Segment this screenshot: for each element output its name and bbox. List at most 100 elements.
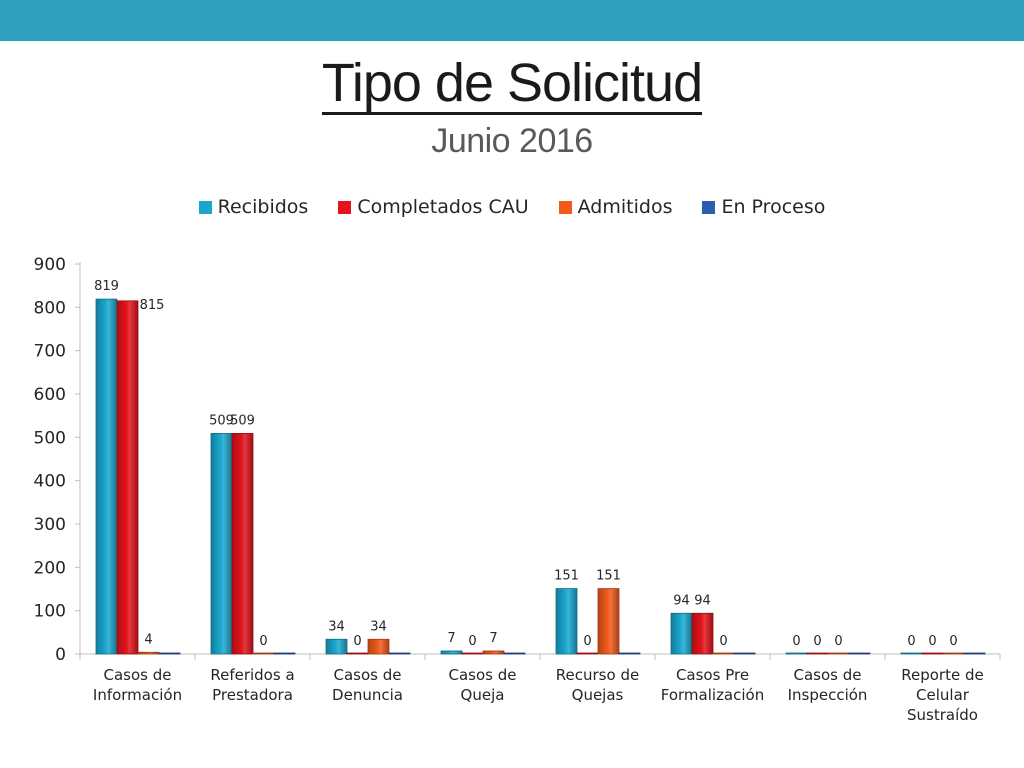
bar bbox=[503, 652, 526, 655]
legend-label: Completados CAU bbox=[357, 196, 529, 218]
y-tick-label: 0 bbox=[55, 645, 66, 665]
data-label: 94 bbox=[694, 593, 711, 608]
bar bbox=[388, 652, 411, 655]
bar bbox=[95, 298, 118, 655]
data-label: 0 bbox=[928, 634, 936, 649]
data-label: 4 bbox=[144, 632, 152, 647]
x-tick-label-line: Casos de bbox=[449, 666, 517, 684]
x-tick-label: Casos de Información bbox=[93, 666, 182, 704]
page-title: Tipo de Solicitud bbox=[0, 50, 1024, 116]
bar bbox=[555, 588, 578, 655]
bar bbox=[670, 612, 693, 655]
bar bbox=[158, 652, 181, 655]
top-color-band bbox=[0, 0, 1024, 41]
data-label: 0 bbox=[353, 634, 361, 649]
x-tick-label-line: Celular bbox=[916, 686, 970, 704]
data-label: 7 bbox=[489, 631, 497, 646]
x-tick-label-line: Recurso de bbox=[556, 666, 639, 684]
page-subtitle: Junio 2016 bbox=[431, 122, 593, 160]
legend-item-2: Admitidos bbox=[558, 196, 673, 218]
y-tick-label: 900 bbox=[34, 255, 66, 275]
legend-item-0: Recibidos bbox=[198, 196, 309, 218]
data-label: 94 bbox=[673, 593, 690, 608]
x-tick-label-line: Información bbox=[93, 686, 182, 704]
data-label: 34 bbox=[370, 619, 387, 634]
x-tick-label-line: Inspección bbox=[788, 686, 868, 704]
data-label: 0 bbox=[949, 634, 957, 649]
y-tick-label: 400 bbox=[34, 472, 66, 492]
bar bbox=[252, 652, 275, 655]
y-tick-label: 600 bbox=[34, 385, 66, 405]
page-title-text: Tipo de Solicitud bbox=[321, 53, 703, 115]
bar bbox=[482, 650, 505, 655]
bar bbox=[618, 652, 641, 655]
data-label: 151 bbox=[596, 569, 621, 584]
bar bbox=[712, 652, 735, 655]
bar bbox=[116, 300, 139, 655]
legend-label: Admitidos bbox=[577, 196, 673, 218]
bar bbox=[848, 652, 871, 655]
legend-item-3: En Proceso bbox=[702, 196, 825, 218]
data-label: 0 bbox=[813, 634, 821, 649]
x-tick-label: Casos Pre Formalización bbox=[661, 666, 764, 704]
bar bbox=[210, 433, 233, 655]
bar bbox=[273, 652, 296, 655]
x-tick-label-line: Denuncia bbox=[332, 686, 403, 704]
y-tick-label: 700 bbox=[34, 342, 66, 362]
legend-swatch bbox=[558, 200, 572, 214]
x-tick-label-line: Casos de bbox=[104, 666, 172, 684]
legend-swatch bbox=[702, 200, 716, 214]
x-tick-label-line: Reporte de bbox=[901, 666, 983, 684]
x-tick-label: Referidos a Prestadora bbox=[210, 666, 294, 704]
x-tick-label-line: Formalización bbox=[661, 686, 764, 704]
data-label: 0 bbox=[259, 634, 267, 649]
data-label: 509 bbox=[209, 413, 234, 428]
data-label: 0 bbox=[792, 634, 800, 649]
x-tick-label: Casos de Denuncia bbox=[332, 666, 403, 704]
bar bbox=[921, 652, 944, 655]
bar bbox=[691, 612, 714, 655]
bar bbox=[733, 652, 756, 655]
bar bbox=[806, 652, 829, 655]
x-tick-label-line: Casos de bbox=[794, 666, 862, 684]
bar bbox=[963, 652, 986, 655]
chart-legend: Recibidos Completados CAU Admitidos En Proc… bbox=[0, 196, 1024, 218]
y-tick-label: 300 bbox=[34, 515, 66, 535]
bar bbox=[900, 652, 923, 655]
bar bbox=[942, 652, 965, 655]
y-tick-label: 200 bbox=[34, 558, 66, 578]
bar bbox=[461, 652, 484, 655]
legend-swatch bbox=[198, 200, 212, 214]
data-label: 0 bbox=[468, 634, 476, 649]
x-tick-label: Casos de Inspección bbox=[788, 666, 868, 704]
data-label: 151 bbox=[554, 569, 579, 584]
x-tick-label-line: Prestadora bbox=[212, 686, 293, 704]
legend-label: En Proceso bbox=[721, 196, 826, 218]
bar bbox=[576, 652, 599, 655]
bar bbox=[346, 652, 369, 655]
data-label: 7 bbox=[447, 631, 455, 646]
bar bbox=[597, 588, 620, 655]
data-label: 0 bbox=[719, 634, 727, 649]
x-tick-label-line: Referidos a bbox=[210, 666, 294, 684]
x-tick-label-line: Sustraído bbox=[907, 706, 978, 724]
bar bbox=[785, 652, 808, 655]
bar bbox=[325, 638, 348, 655]
x-tick-label: Recurso de Quejas bbox=[556, 666, 639, 704]
x-tick-label: Casos de Queja bbox=[449, 666, 517, 704]
y-tick-label: 500 bbox=[34, 428, 66, 448]
x-tick-label-line: Casos de bbox=[334, 666, 402, 684]
x-tick-label: Reporte de Celular Sustraído bbox=[901, 666, 983, 724]
x-tick-label-line: Queja bbox=[461, 686, 505, 704]
legend-label: Recibidos bbox=[217, 196, 309, 218]
bar bbox=[137, 651, 160, 655]
data-label: 509 bbox=[230, 413, 255, 428]
bar bbox=[367, 638, 390, 655]
y-tick-label: 800 bbox=[34, 298, 66, 318]
y-tick-label: 100 bbox=[34, 602, 66, 622]
x-tick-label-line: Quejas bbox=[572, 686, 624, 704]
data-label: 819 bbox=[94, 279, 119, 294]
data-label: 0 bbox=[834, 634, 842, 649]
legend-swatch bbox=[338, 200, 352, 214]
